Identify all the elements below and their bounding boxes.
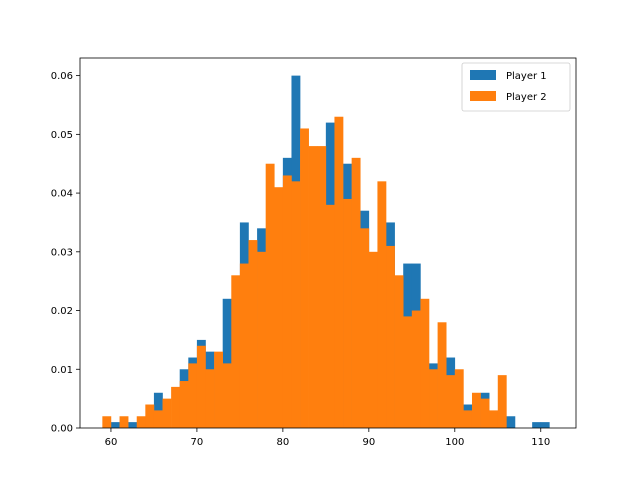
bar-player-2-bin-64: [145, 404, 155, 428]
legend-swatch-player-1: [470, 70, 496, 80]
bar-player-2-bin-96: [420, 298, 430, 428]
bar-player-1-bin-62: [128, 422, 138, 428]
bar-player-2-bin-67: [171, 386, 181, 428]
bar-player-2-bin-105: [497, 375, 507, 428]
bar-player-2-bin-82: [300, 128, 309, 428]
bar-player-2-bin-76: [248, 240, 258, 428]
bar-player-2-bin-77: [257, 251, 266, 428]
bar-player-1-bin-60: [110, 422, 120, 428]
bar-player-2-bin-101: [463, 410, 473, 428]
plot-frame: [79, 57, 577, 429]
bar-player-2-bin-71: [205, 369, 215, 428]
bar-player-2-bin-92: [386, 245, 395, 428]
x-axis-ticks: 60 70 80 90 100 110: [105, 428, 550, 448]
bar-player-2-bin-83: [308, 146, 318, 428]
x-tick-label: 110: [531, 437, 550, 448]
bar-player-2-bin-70: [196, 345, 206, 428]
bar-player-2-bin-97: [429, 369, 438, 428]
y-tick-label: 0.04: [51, 189, 73, 200]
bar-player-2-bin-88: [351, 157, 361, 429]
bar-player-2-bin-73: [222, 363, 232, 428]
x-tick-label: 100: [445, 437, 464, 448]
bar-player-2-bin-85: [325, 204, 335, 428]
bar-player-2-bin-103: [480, 398, 490, 428]
bar-player-2-bin-75: [239, 263, 249, 428]
bar-player-2-bin-84: [317, 146, 327, 428]
legend-label-player-2: Player 2: [506, 92, 547, 103]
bar-player-2-bin-81: [291, 181, 301, 428]
bar-player-2-bin-102: [471, 392, 481, 428]
bar-player-2-bin-61: [119, 416, 129, 428]
y-tick-label: 0.02: [51, 306, 73, 317]
bar-player-1-bin-106: [506, 416, 516, 428]
y-axis-ticks: 0.00 0.01 0.02 0.03 0.04 0.05 0.06: [51, 71, 80, 435]
bar-player-1-bin-110: [540, 422, 550, 428]
bar-player-2-bin-65: [153, 410, 163, 428]
bar-player-2-bin-80: [282, 175, 292, 428]
y-tick-label: 0.05: [51, 130, 73, 141]
bar-player-2-bin-95: [411, 310, 421, 428]
x-tick-label: 60: [105, 437, 118, 448]
bar-player-2-bin-104: [489, 410, 499, 428]
bar-player-2-bin-93: [394, 275, 404, 428]
bar-player-2-bin-90: [368, 251, 378, 428]
legend-label-player-1: Player 1: [506, 71, 547, 82]
bar-player-2-bin-66: [162, 398, 172, 428]
bar-player-2-bin-79: [274, 187, 284, 428]
x-tick-label: 80: [277, 437, 290, 448]
bar-player-2-bin-74: [231, 275, 241, 428]
x-tick-label: 70: [191, 437, 204, 448]
y-tick-label: 0.01: [51, 365, 73, 376]
y-tick-label: 0.00: [51, 424, 73, 435]
bar-player-2-bin-68: [179, 381, 189, 428]
y-tick-label: 0.06: [51, 71, 73, 82]
bar-player-2-bin-98: [437, 322, 447, 428]
legend: Player 1 Player 2: [461, 62, 571, 112]
bar-player-2-bin-91: [377, 181, 387, 428]
y-tick-label: 0.03: [51, 247, 73, 258]
bar-player-2-bin-72: [214, 351, 223, 428]
x-tick-label: 90: [362, 437, 375, 448]
bar-player-2-bin-69: [188, 363, 198, 428]
bar-player-2-bin-86: [334, 116, 344, 428]
legend-swatch-player-2: [470, 91, 496, 101]
bar-player-2-bin-63: [136, 416, 146, 428]
bar-player-2-bin-59: [102, 416, 112, 428]
series-player-2-bars: [102, 116, 507, 429]
bar-player-1-bin-109: [532, 422, 542, 428]
bar-player-2-bin-100: [454, 369, 464, 428]
bar-player-2-bin-89: [360, 228, 370, 428]
bar-player-2-bin-78: [265, 163, 275, 428]
bar-player-2-bin-87: [343, 198, 352, 428]
bar-player-2-bin-99: [446, 375, 456, 428]
bar-player-2-bin-94: [403, 316, 413, 428]
